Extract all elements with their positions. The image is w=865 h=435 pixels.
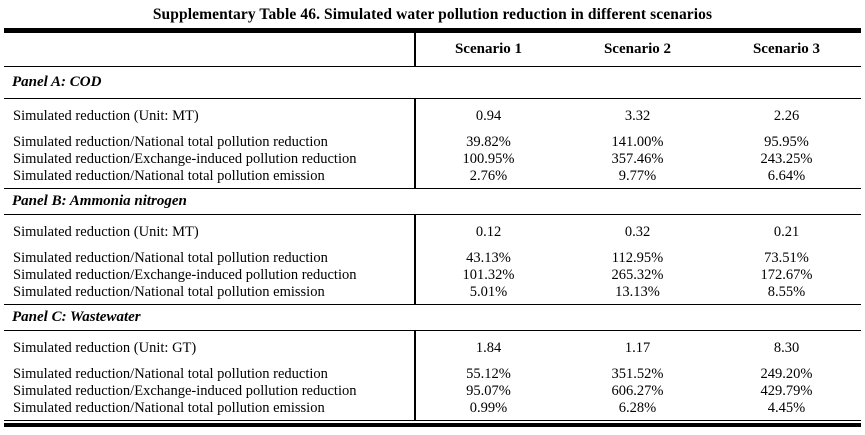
cell-value: 249.20% (760, 366, 813, 382)
cell-value: 4.45% (767, 400, 806, 416)
row-label: Simulated reduction/Exchange-induced pol… (13, 383, 357, 399)
cell-value: 95.07% (466, 383, 511, 399)
cell-value: 2.76% (469, 168, 508, 184)
panel-c-heading: Panel C: Wastewater (4, 305, 861, 331)
cell-value: 243.25% (760, 151, 813, 167)
table-row: Simulated reduction/National total pollu… (4, 134, 861, 151)
cell-value: 0.94 (475, 108, 502, 124)
table-row: Simulated reduction/Exchange-induced pol… (4, 267, 861, 284)
column-divider-line (414, 33, 416, 66)
bottom-double-rule (4, 423, 861, 427)
cell-value: 73.51% (764, 250, 809, 266)
cell-value: 1.17 (624, 340, 651, 356)
top-double-rule (4, 28, 861, 33)
table-row: Simulated reduction/Exchange-induced pol… (4, 383, 861, 400)
column-divider-line (414, 99, 416, 188)
cell-value: 1.84 (475, 340, 502, 356)
cell-value: 5.01% (469, 284, 508, 300)
row-label: Simulated reduction/National total pollu… (13, 134, 328, 150)
row-label: Simulated reduction/National total pollu… (13, 168, 325, 184)
cell-value: 13.13% (615, 284, 660, 300)
cell-value: 8.30 (773, 340, 800, 356)
cell-value: 351.52% (611, 366, 664, 382)
cell-value: 0.99% (469, 400, 508, 416)
cell-value: 6.28% (618, 400, 657, 416)
cell-value: 0.21 (773, 224, 800, 240)
cell-value: 8.55% (767, 284, 806, 300)
column-divider-line (414, 331, 416, 420)
panel-a-heading: Panel A: COD (4, 67, 861, 99)
column-header-scenario-2: Scenario 2 (603, 41, 672, 57)
table-title: Supplementary Table 46. Simulated water … (152, 6, 713, 23)
cell-value: 112.95% (611, 250, 664, 266)
cell-value: 357.46% (611, 151, 664, 167)
cell-value: 141.00% (611, 134, 664, 150)
table-row: Simulated reduction/National total pollu… (4, 284, 861, 301)
cell-value: 606.27% (611, 383, 664, 399)
cell-value: 95.95% (764, 134, 809, 150)
panel-b-body: Simulated reduction (Unit: MT) 0.12 0.32… (4, 215, 861, 305)
cell-value: 9.77% (618, 168, 657, 184)
column-header-scenario-3: Scenario 3 (752, 41, 821, 57)
cell-value: 3.32 (624, 108, 651, 124)
panel-c-body: Simulated reduction (Unit: GT) 1.84 1.17… (4, 331, 861, 421)
cell-value: 0.32 (624, 224, 651, 240)
column-header-scenario-1: Scenario 1 (454, 41, 523, 57)
table-row: Simulated reduction/National total pollu… (4, 366, 861, 383)
row-label: Simulated reduction/National total pollu… (13, 250, 328, 266)
row-label: Simulated reduction (Unit: MT) (13, 108, 199, 124)
cell-value: 100.95% (462, 151, 515, 167)
row-label: Simulated reduction (Unit: MT) (13, 224, 199, 240)
cell-value: 429.79% (760, 383, 813, 399)
cell-value: 172.67% (760, 267, 813, 283)
cell-value: 55.12% (466, 366, 511, 382)
panel-a-body: Simulated reduction (Unit: MT) 0.94 3.32… (4, 99, 861, 189)
row-label: Simulated reduction (Unit: GT) (13, 340, 197, 356)
column-divider-line (414, 215, 416, 304)
row-label: Simulated reduction/National total pollu… (13, 284, 325, 300)
table-row: Simulated reduction/National total pollu… (4, 168, 861, 185)
row-label: Simulated reduction/Exchange-induced pol… (13, 267, 357, 283)
table-row: Simulated reduction/Exchange-induced pol… (4, 151, 861, 168)
panel-b-heading: Panel B: Ammonia nitrogen (4, 189, 861, 215)
table-row: Simulated reduction (Unit: GT) 1.84 1.17… (4, 331, 861, 366)
cell-value: 101.32% (462, 267, 515, 283)
row-label: Simulated reduction/Exchange-induced pol… (13, 151, 357, 167)
table-row: Simulated reduction (Unit: MT) 0.94 3.32… (4, 99, 861, 134)
table-row: Simulated reduction (Unit: MT) 0.12 0.32… (4, 215, 861, 250)
table-row: Simulated reduction/National total pollu… (4, 250, 861, 267)
cell-value: 0.12 (475, 224, 502, 240)
row-label: Simulated reduction/National total pollu… (13, 366, 328, 382)
cell-value: 43.13% (466, 250, 511, 266)
row-label: Simulated reduction/National total pollu… (13, 400, 325, 416)
cell-value: 39.82% (466, 134, 511, 150)
cell-value: 2.26 (773, 108, 800, 124)
cell-value: 6.64% (767, 168, 806, 184)
table-row: Simulated reduction/National total pollu… (4, 400, 861, 417)
column-header-row: Scenario 1 Scenario 2 Scenario 3 (4, 33, 861, 67)
cell-value: 265.32% (611, 267, 664, 283)
